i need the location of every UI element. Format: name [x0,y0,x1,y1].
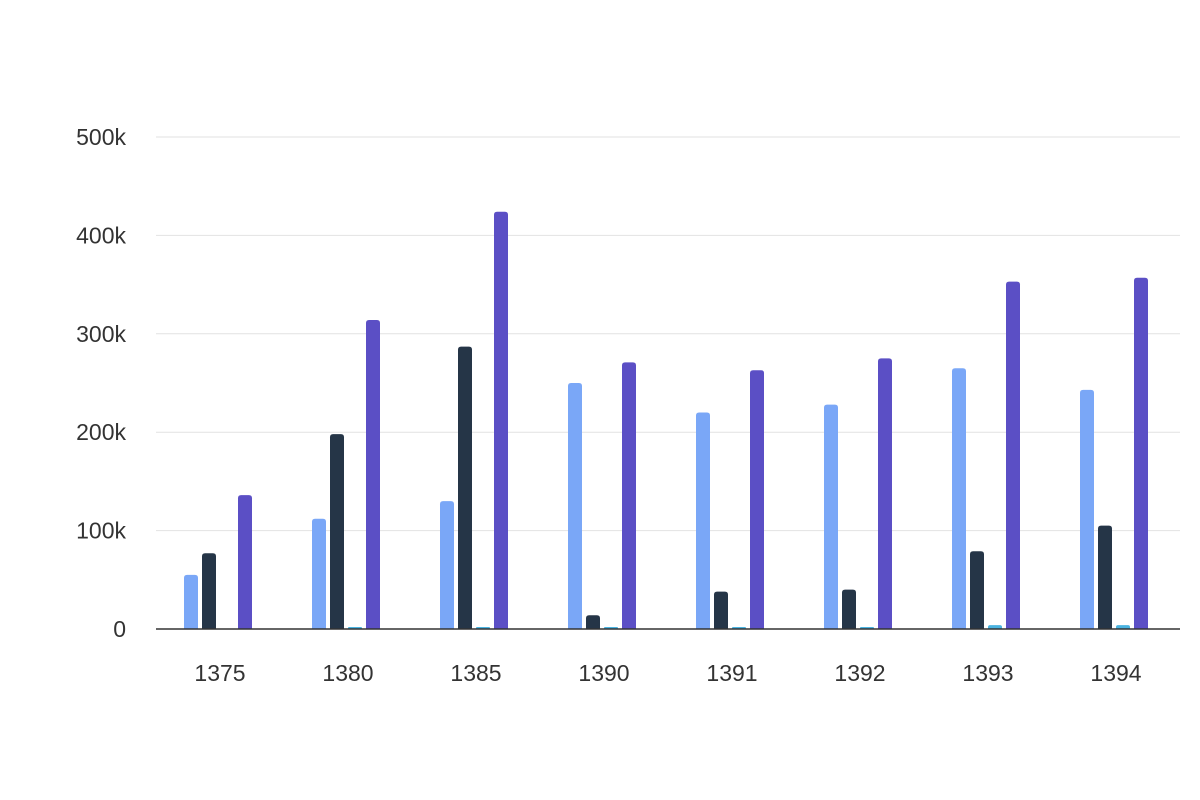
bar-1394-series-2[interactable] [1098,525,1112,629]
x-axis-tick-labels: 1375 1380 1385 1390 1391 1392 1393 1394 [194,660,1141,686]
x-tick-label: 1391 [706,660,757,686]
x-tick-label: 1393 [962,660,1013,686]
bar-1394-series-4[interactable] [1134,277,1148,629]
bar-1385-series-4[interactable] [494,211,508,629]
bar-1375-series-2[interactable] [202,553,216,629]
bar-1375-series-4[interactable] [238,495,252,629]
bar-1392-series-1[interactable] [824,404,838,629]
bar-1392-series-4[interactable] [878,358,892,629]
bar-1394-series-3[interactable] [1116,625,1130,629]
bar-1393-series-2[interactable] [970,551,984,629]
y-tick-label: 400k [76,222,126,248]
grid-lines [156,136,1180,532]
x-tick-label: 1375 [194,660,245,686]
y-tick-label: 0 [113,616,126,642]
y-tick-label: 500k [76,124,126,150]
x-tick-label: 1380 [322,660,373,686]
bar-1391-series-4[interactable] [750,370,764,629]
bar-1380-series-1[interactable] [312,518,326,629]
bar-1385-series-2[interactable] [458,346,472,629]
bar-1391-series-2[interactable] [714,591,728,629]
bar-1390-series-2[interactable] [586,615,600,629]
bar-1390-series-1[interactable] [568,383,582,629]
bar-1380-series-4[interactable] [366,320,380,629]
bar-1375-series-1[interactable] [184,574,198,629]
y-tick-label: 200k [76,419,126,445]
bar-1380-series-2[interactable] [330,434,344,629]
y-tick-label: 100k [76,518,126,544]
y-tick-label: 300k [76,321,126,347]
bar-1385-series-1[interactable] [440,501,454,629]
bar-1393-series-3[interactable] [988,625,1002,629]
bar-1393-series-4[interactable] [1006,281,1020,629]
y-axis-tick-labels: 0 100k 200k 300k 400k 500k [76,124,126,642]
x-tick-label: 1385 [450,660,501,686]
bar-1392-series-2[interactable] [842,589,856,629]
x-tick-label: 1394 [1090,660,1141,686]
bars [184,211,1148,629]
bar-1391-series-1[interactable] [696,412,710,629]
bar-1393-series-1[interactable] [952,368,966,629]
x-tick-label: 1390 [578,660,629,686]
x-tick-label: 1392 [834,660,885,686]
bar-1394-series-1[interactable] [1080,389,1094,629]
bar-1390-series-4[interactable] [622,362,636,629]
